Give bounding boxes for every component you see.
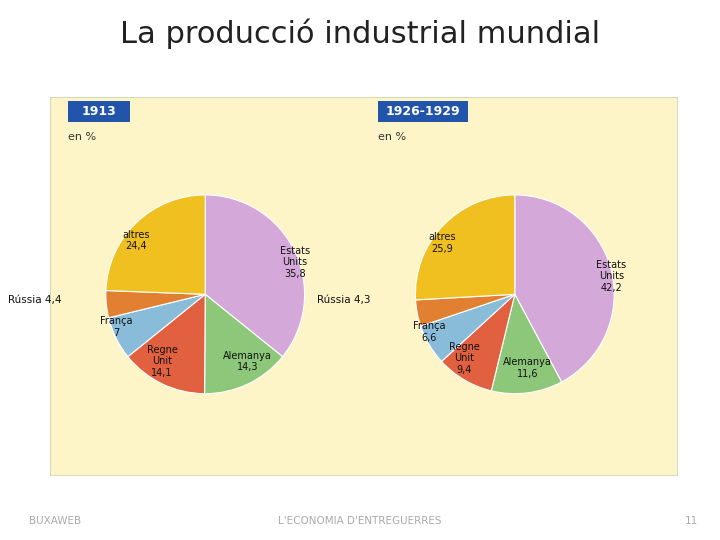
Text: Estats
Units
42,2: Estats Units 42,2 — [596, 260, 626, 293]
Text: L'ECONOMIA D'ENTREGUERRES: L'ECONOMIA D'ENTREGUERRES — [278, 516, 442, 526]
Text: 1926-1929: 1926-1929 — [386, 105, 460, 118]
Text: Rússia 4,4: Rússia 4,4 — [8, 295, 61, 305]
Text: altres
24,4: altres 24,4 — [122, 230, 150, 252]
Text: en %: en % — [378, 132, 406, 143]
Wedge shape — [491, 294, 562, 394]
Wedge shape — [205, 195, 305, 356]
Text: 1913: 1913 — [81, 105, 117, 118]
Wedge shape — [415, 195, 515, 300]
Wedge shape — [441, 294, 515, 391]
Wedge shape — [420, 294, 515, 361]
Text: Alemanya
11,6: Alemanya 11,6 — [503, 357, 552, 379]
Text: Alemanya
14,3: Alemanya 14,3 — [223, 351, 272, 373]
Wedge shape — [106, 195, 205, 294]
Wedge shape — [415, 294, 515, 326]
Text: França
7: França 7 — [100, 316, 132, 338]
Text: altres
25,9: altres 25,9 — [429, 232, 456, 254]
Text: 11: 11 — [685, 516, 698, 526]
Text: Regne
Unit
9,4: Regne Unit 9,4 — [449, 342, 480, 375]
Text: La producció industrial mundial: La producció industrial mundial — [120, 19, 600, 49]
Text: Regne
Unit
14,1: Regne Unit 14,1 — [147, 345, 178, 378]
Wedge shape — [106, 291, 205, 318]
Text: Estats
Units
35,8: Estats Units 35,8 — [280, 246, 310, 279]
Wedge shape — [204, 294, 282, 394]
Wedge shape — [109, 294, 205, 356]
Text: França
6,6: França 6,6 — [413, 321, 446, 343]
Text: en %: en % — [68, 132, 96, 143]
Text: BUXAWEB: BUXAWEB — [29, 516, 81, 526]
Wedge shape — [515, 195, 614, 382]
Text: Rússia 4,3: Rússia 4,3 — [318, 295, 371, 305]
Wedge shape — [128, 294, 205, 394]
